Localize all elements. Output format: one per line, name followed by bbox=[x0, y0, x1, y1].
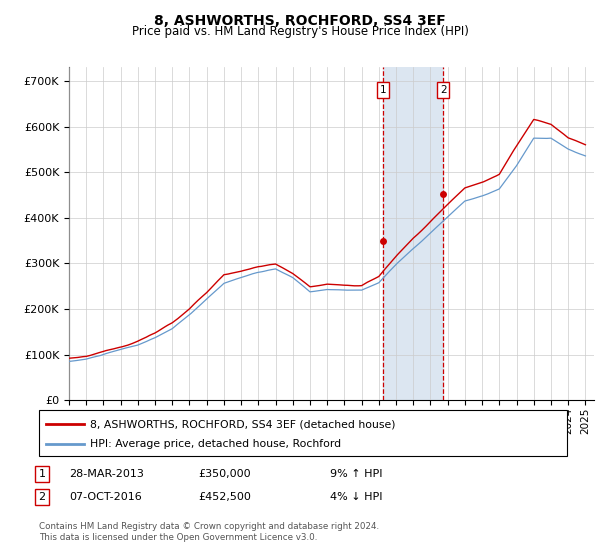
Text: Price paid vs. HM Land Registry's House Price Index (HPI): Price paid vs. HM Land Registry's House … bbox=[131, 25, 469, 38]
Bar bbox=[383, 67, 443, 400]
Text: £452,500: £452,500 bbox=[198, 492, 251, 502]
Text: 1: 1 bbox=[38, 469, 46, 479]
Text: 28-MAR-2013: 28-MAR-2013 bbox=[69, 469, 144, 479]
Text: 2: 2 bbox=[440, 85, 446, 95]
Text: 1: 1 bbox=[380, 85, 386, 95]
Text: 9% ↑ HPI: 9% ↑ HPI bbox=[330, 469, 383, 479]
Text: 07-OCT-2016: 07-OCT-2016 bbox=[69, 492, 142, 502]
Text: Contains HM Land Registry data © Crown copyright and database right 2024.: Contains HM Land Registry data © Crown c… bbox=[39, 522, 379, 531]
Text: This data is licensed under the Open Government Licence v3.0.: This data is licensed under the Open Gov… bbox=[39, 533, 317, 542]
Text: HPI: Average price, detached house, Rochford: HPI: Average price, detached house, Roch… bbox=[90, 438, 341, 449]
Text: £350,000: £350,000 bbox=[198, 469, 251, 479]
Text: 8, ASHWORTHS, ROCHFORD, SS4 3EF: 8, ASHWORTHS, ROCHFORD, SS4 3EF bbox=[154, 14, 446, 28]
Text: 2: 2 bbox=[38, 492, 46, 502]
Text: 8, ASHWORTHS, ROCHFORD, SS4 3EF (detached house): 8, ASHWORTHS, ROCHFORD, SS4 3EF (detache… bbox=[90, 419, 395, 430]
Text: 4% ↓ HPI: 4% ↓ HPI bbox=[330, 492, 383, 502]
